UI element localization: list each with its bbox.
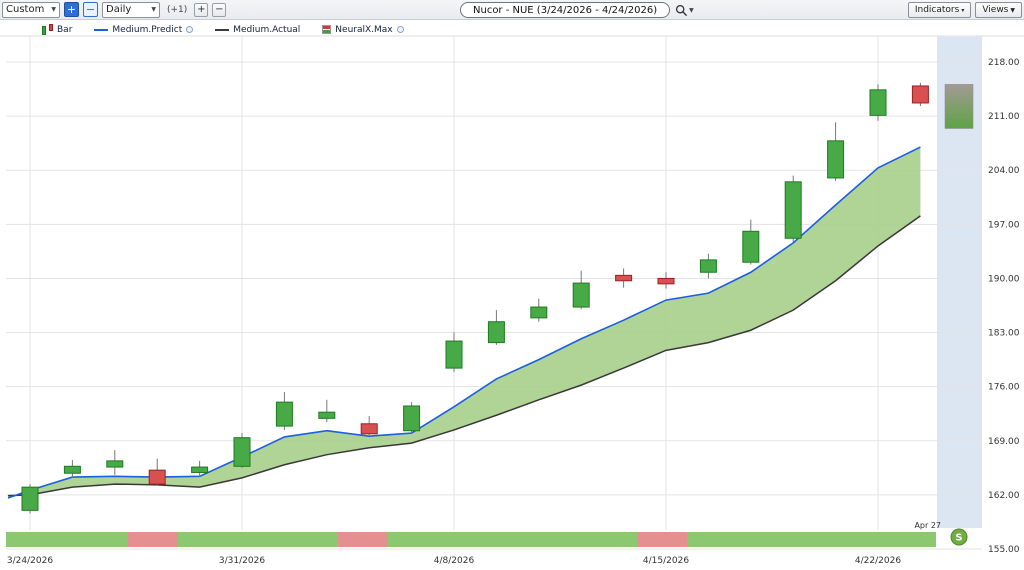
legend-item-neuralx-max[interactable]: NeuralX.Max	[322, 24, 404, 35]
sentiment-strip-segment	[388, 532, 637, 547]
candlestick	[530, 306, 548, 319]
candlestick	[487, 321, 505, 344]
up-bar-glyph	[42, 26, 46, 35]
offset-label: (+1)	[167, 4, 188, 15]
candlestick	[742, 230, 760, 263]
info-icon[interactable]	[396, 26, 404, 33]
candlestick	[827, 140, 845, 179]
sentiment-strip-segment	[687, 532, 936, 547]
candlestick	[275, 401, 293, 427]
sentiment-strip-segment	[178, 532, 338, 547]
date-axis-label: 3/24/2026	[7, 556, 53, 566]
price-axis-label: 204.00	[988, 166, 1020, 176]
candlestick	[360, 423, 378, 435]
candlestick	[784, 181, 802, 239]
date-axis-label: 4/22/2026	[855, 556, 901, 566]
predict-actual-fill	[8, 147, 921, 498]
date-axis-label: 4/15/2026	[643, 556, 689, 566]
date-axis-label: 3/31/2026	[219, 556, 265, 566]
neuralx-icon	[322, 25, 332, 34]
line-swatch-icon	[215, 28, 230, 31]
candlestick	[233, 437, 251, 467]
legend-label: Medium.Actual	[233, 24, 301, 35]
period-select-value: Daily	[106, 4, 132, 15]
candlestick	[445, 340, 463, 369]
chevron-down-icon: ▼	[689, 6, 694, 14]
symbol-search-control[interactable]: ▼	[675, 4, 694, 17]
date-axis-label: 4/8/2026	[434, 556, 475, 566]
price-axis-label: 176.00	[988, 383, 1020, 393]
range-select[interactable]: Custom ▼	[2, 1, 60, 18]
candlestick	[191, 466, 209, 473]
candlestick	[869, 89, 887, 116]
price-axis-label: 155.00	[988, 545, 1020, 555]
candlestick	[615, 274, 633, 282]
zoom-out-button[interactable]: −	[212, 2, 227, 17]
forecast-date-label: Apr 27	[914, 521, 941, 530]
legend-label: Medium.Predict	[112, 24, 183, 35]
price-axis-label: 197.00	[988, 220, 1020, 230]
status-icon-letter: S	[955, 533, 962, 544]
line-swatch-icon	[94, 28, 109, 31]
legend-label: Bar	[57, 24, 73, 35]
candlestick	[657, 277, 675, 285]
legend-item-medium-predict[interactable]: Medium.Predict	[94, 24, 194, 35]
chart-canvas[interactable]: 218.00 211.00 204.00 197.00 190.00 183.00 176.…	[0, 20, 1024, 570]
sentiment-strip-segment	[6, 532, 128, 547]
candlestick	[572, 282, 590, 308]
toolbar-right-group: Indicators ▾ Views ▼	[907, 2, 1022, 18]
price-axis-label: 162.00	[988, 491, 1020, 501]
indicators-button[interactable]: Indicators ▾	[907, 2, 972, 18]
legend-label: NeuralX.Max	[335, 24, 393, 35]
chart-title: Nucor - NUE (3/24/2026 - 4/24/2026)	[460, 2, 671, 18]
price-axis-label: 218.00	[988, 58, 1020, 68]
toolbar: Custom ▼ + − Daily ▼ (+1) + − Nucor - NU…	[0, 0, 1024, 20]
title-group: Nucor - NUE (3/24/2026 - 4/24/2026) ▼	[460, 2, 694, 18]
chevron-down-icon: ▼	[151, 6, 156, 13]
legend-item-bar[interactable]: Bar	[42, 24, 72, 35]
chevron-down-icon: ▼	[1010, 6, 1015, 14]
candlestick	[148, 469, 166, 485]
medium-predict-line	[7, 146, 921, 499]
candlestick	[106, 460, 124, 468]
candlestick	[403, 405, 421, 432]
sentiment-strip-segment	[338, 532, 388, 547]
down-bar-glyph	[49, 24, 53, 31]
legend-item-medium-actual[interactable]: Medium.Actual	[215, 25, 300, 35]
sentiment-strip-segment	[637, 532, 687, 547]
period-select[interactable]: Daily ▼	[102, 1, 160, 18]
candlestick	[911, 85, 929, 104]
zoom-in-button[interactable]: +	[194, 2, 209, 17]
forecast-range-box	[944, 84, 974, 129]
range-select-value: Custom	[6, 4, 45, 15]
info-icon[interactable]	[186, 26, 194, 33]
candlestick	[63, 465, 81, 474]
candlestick	[318, 411, 336, 419]
views-button-label: Views	[982, 5, 1009, 15]
medium-actual-line	[7, 215, 921, 497]
chevron-down-icon: ▼	[51, 6, 56, 13]
views-button[interactable]: Views ▼	[975, 2, 1022, 18]
price-axis-label: 183.00	[988, 329, 1020, 339]
chart-legend: Bar Medium.Predict Medium.Actual NeuralX.Ma…	[42, 24, 404, 35]
bar-series-icon	[42, 24, 53, 35]
indicators-button-label: Indicators	[914, 5, 960, 15]
add-comparison-button[interactable]: +	[64, 2, 79, 17]
candlestick	[21, 486, 39, 511]
candlestick	[699, 259, 717, 273]
sentiment-strip-segment	[128, 532, 178, 547]
status-icon[interactable]	[950, 528, 968, 546]
price-axis-label: 169.00	[988, 437, 1020, 447]
remove-comparison-button[interactable]: −	[83, 2, 98, 17]
search-icon[interactable]	[675, 4, 688, 17]
price-axis-label: 190.00	[988, 274, 1020, 284]
price-axis-label: 211.00	[988, 112, 1020, 122]
chevron-down-icon: ▾	[961, 6, 965, 14]
